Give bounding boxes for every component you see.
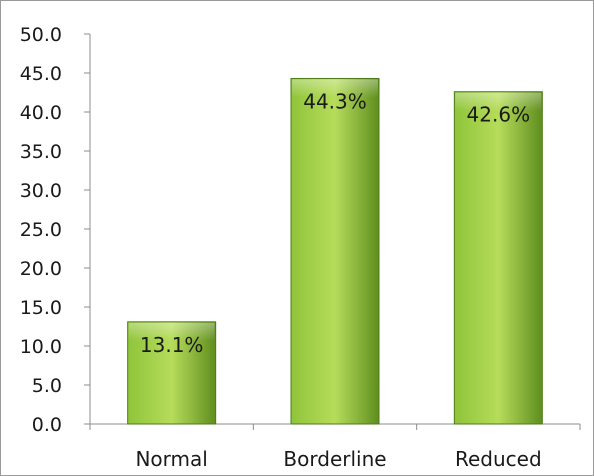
y-tick-label: 10.0 <box>20 336 62 358</box>
y-tick-label: 5.0 <box>32 375 62 397</box>
y-tick-label: 15.0 <box>20 297 62 319</box>
y-tick-label: 35.0 <box>20 141 62 163</box>
y-tick-label: 50.0 <box>20 24 62 46</box>
x-category-label: Reduced <box>455 447 542 471</box>
y-tick-label: 30.0 <box>20 180 62 202</box>
data-label: 13.1% <box>140 333 204 357</box>
data-labels: 13.1% 44.3% 42.6% <box>140 89 530 356</box>
y-axis: 0.0 5.0 10.0 15.0 20.0 25.0 30.0 35.0 40.0 45.0 50… <box>20 24 91 436</box>
y-tick-label: 45.0 <box>20 63 62 85</box>
bars <box>127 77 543 425</box>
bar-highlight <box>455 92 542 111</box>
bar-borderline <box>290 77 380 425</box>
bar-highlight <box>128 322 215 341</box>
data-label: 44.3% <box>303 89 367 113</box>
category-labels: Normal Borderline Reduced <box>135 447 541 471</box>
x-category-label: Normal <box>135 447 207 471</box>
y-tick-label: 20.0 <box>20 258 62 280</box>
x-category-label: Borderline <box>283 447 386 471</box>
data-label: 42.6% <box>467 103 531 127</box>
bar-highlight <box>292 79 378 98</box>
y-tick-label: 0.0 <box>32 414 62 436</box>
bar-reduced <box>453 91 543 425</box>
y-tick-label: 25.0 <box>20 219 62 241</box>
x-axis <box>89 423 581 430</box>
y-tick-label: 40.0 <box>20 102 62 124</box>
